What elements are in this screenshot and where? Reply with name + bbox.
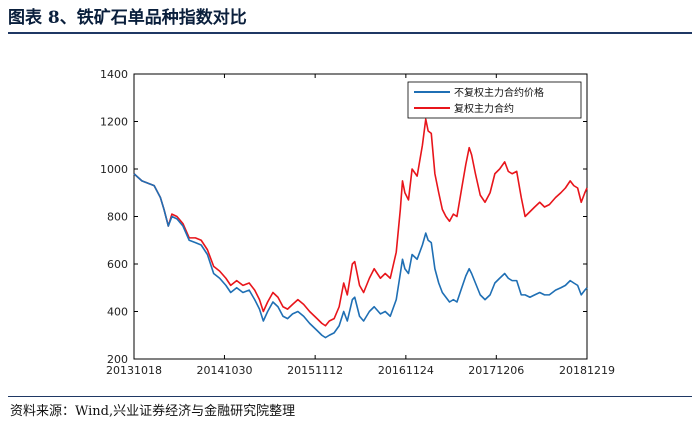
legend: 不复权主力合约价格 复权主力合约 — [407, 81, 582, 119]
y-tick-label: 400 — [107, 306, 128, 319]
y-tick-label: 600 — [107, 258, 128, 271]
y-axis: 200 400 600 800 1000 1200 1400 — [100, 68, 587, 366]
y-tick-label: 1400 — [100, 68, 128, 81]
y-tick-label: 200 — [107, 353, 128, 366]
x-tick-label: 20181219 — [559, 364, 615, 377]
x-axis: 20131018 20141030 20151112 20161124 20171206… — [106, 74, 615, 377]
x-tick-label: 20131018 — [106, 364, 162, 377]
legend-box — [407, 81, 582, 119]
x-tick-label: 20171206 — [468, 364, 524, 377]
x-tick-label: 20151112 — [287, 364, 343, 377]
y-tick-label: 1000 — [100, 163, 128, 176]
header-divider — [8, 32, 692, 34]
report-header: 图表 8、铁矿石单品种指数对比 — [8, 6, 692, 30]
source-note: 资料来源：Wind,兴业证券经济与金融研究院整理 — [10, 404, 296, 419]
series-layer — [133, 118, 588, 339]
x-tick-label: 20161124 — [378, 364, 434, 377]
footer-divider — [8, 396, 692, 397]
legend-label-unadjusted: 不复权主力合约价格 — [454, 86, 544, 99]
series-line-adjusted — [133, 118, 588, 327]
figure-title: 图表 8、铁矿石单品种指数对比 — [8, 8, 247, 28]
y-tick-label: 800 — [107, 211, 128, 224]
series-line-unadjusted — [133, 173, 588, 339]
y-tick-label: 1200 — [100, 116, 128, 129]
legend-label-adjusted: 复权主力合约 — [454, 102, 514, 115]
x-tick-label: 20141030 — [196, 364, 252, 377]
